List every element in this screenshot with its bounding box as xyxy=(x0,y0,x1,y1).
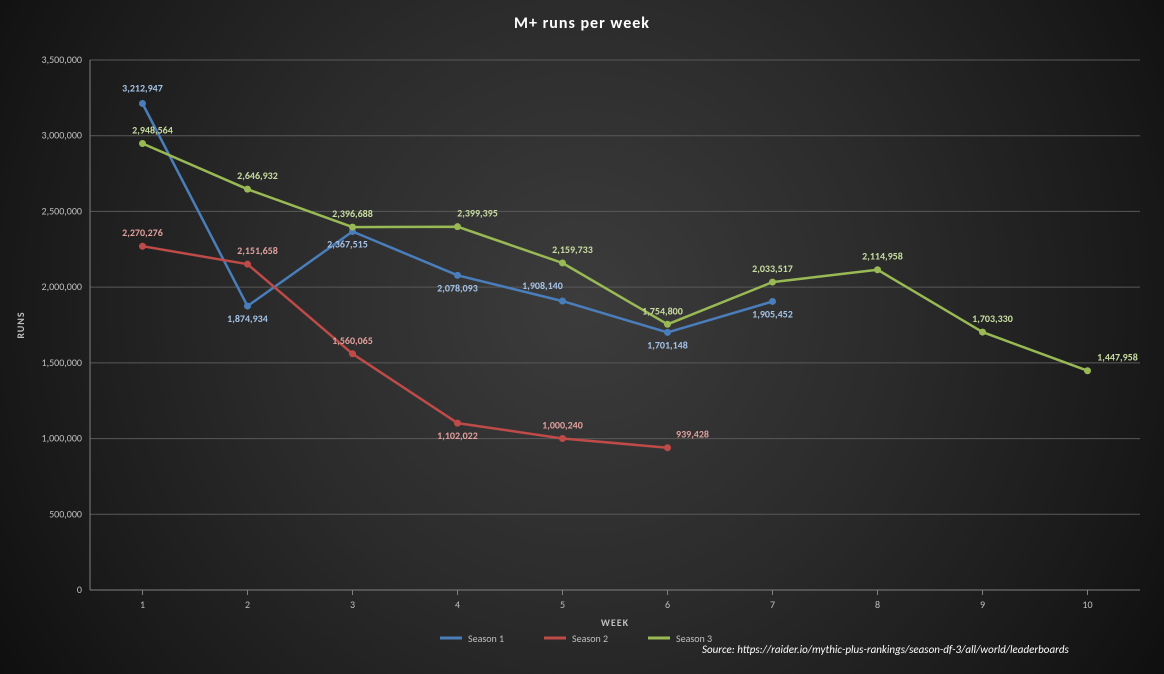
y-tick-label: 2,000,000 xyxy=(42,280,82,293)
chart-title: M+ runs per week xyxy=(514,14,650,33)
data-label: 2,078,093 xyxy=(437,281,478,294)
data-point xyxy=(349,350,356,357)
data-label: 1,703,330 xyxy=(972,312,1013,325)
data-label: 1,000,240 xyxy=(542,419,583,432)
data-point xyxy=(454,223,461,230)
data-point xyxy=(139,243,146,250)
data-point xyxy=(454,420,461,427)
data-point xyxy=(769,279,776,286)
x-tick-label: 1 xyxy=(140,598,145,611)
data-point xyxy=(1084,367,1091,374)
data-label: 2,396,688 xyxy=(332,207,373,220)
data-point xyxy=(559,298,566,305)
data-point xyxy=(559,435,566,442)
x-tick-label: 9 xyxy=(980,598,985,611)
data-label: 1,102,022 xyxy=(437,429,478,442)
data-point xyxy=(139,100,146,107)
x-tick-label: 7 xyxy=(770,598,775,611)
y-tick-label: 1,500,000 xyxy=(42,356,82,369)
data-label: 1,874,934 xyxy=(227,312,268,325)
y-tick-label: 3,000,000 xyxy=(42,129,82,142)
y-axis-label: RUNS xyxy=(14,311,27,338)
data-label: 2,270,276 xyxy=(122,226,163,239)
data-label: 2,948,564 xyxy=(132,124,173,137)
legend-label: Season 2 xyxy=(572,632,608,645)
data-label: 1,560,065 xyxy=(332,334,373,347)
x-tick-label: 3 xyxy=(350,598,355,611)
x-tick-label: 4 xyxy=(455,598,460,611)
source-note: Source: https://raider.io/mythic-plus-ra… xyxy=(702,643,1070,656)
data-label: 1,754,800 xyxy=(642,304,683,317)
data-point xyxy=(139,140,146,147)
data-point xyxy=(769,298,776,305)
data-point xyxy=(664,444,671,451)
data-label: 939,428 xyxy=(676,428,709,441)
data-label: 1,701,148 xyxy=(647,338,688,351)
data-label: 2,159,733 xyxy=(552,243,593,256)
y-tick-label: 500,000 xyxy=(49,507,82,520)
data-label: 2,114,958 xyxy=(862,250,903,263)
data-point xyxy=(244,186,251,193)
x-tick-label: 2 xyxy=(245,598,250,611)
data-point xyxy=(979,329,986,336)
y-tick-label: 3,500,000 xyxy=(42,53,82,66)
data-label: 2,151,658 xyxy=(237,244,278,257)
data-label: 2,646,932 xyxy=(237,169,278,182)
series-line xyxy=(143,144,1088,371)
data-label: 1,905,452 xyxy=(752,307,793,320)
y-tick-label: 2,500,000 xyxy=(42,204,82,217)
data-point xyxy=(454,272,461,279)
data-label: 1,908,140 xyxy=(522,279,563,292)
data-point xyxy=(559,259,566,266)
data-label: 1,447,958 xyxy=(1097,351,1138,364)
series-line xyxy=(143,246,668,448)
data-point xyxy=(664,329,671,336)
y-tick-label: 0 xyxy=(77,583,82,596)
legend-label: Season 1 xyxy=(468,632,504,645)
y-tick-label: 1,000,000 xyxy=(42,432,82,445)
data-label: 2,033,517 xyxy=(752,262,793,275)
line-chart: 0 500,000 1,000,000 1,500,000 2,000,000 2,500… xyxy=(0,0,1164,674)
x-axis-label: WEEK xyxy=(601,616,629,629)
x-tick-label: 5 xyxy=(560,598,565,611)
data-point xyxy=(244,261,251,268)
data-point xyxy=(349,224,356,231)
x-tick-label: 8 xyxy=(875,598,880,611)
data-point xyxy=(874,266,881,273)
chart-container: 0 500,000 1,000,000 1,500,000 2,000,000 2,500… xyxy=(0,0,1164,674)
data-label: 3,212,947 xyxy=(122,81,163,94)
data-label: 2,399,395 xyxy=(457,207,498,220)
x-tick-label: 6 xyxy=(665,598,670,611)
data-point xyxy=(664,321,671,328)
x-tick-label: 10 xyxy=(1082,598,1092,611)
data-point xyxy=(244,303,251,310)
data-label: 2,367,515 xyxy=(327,237,368,250)
